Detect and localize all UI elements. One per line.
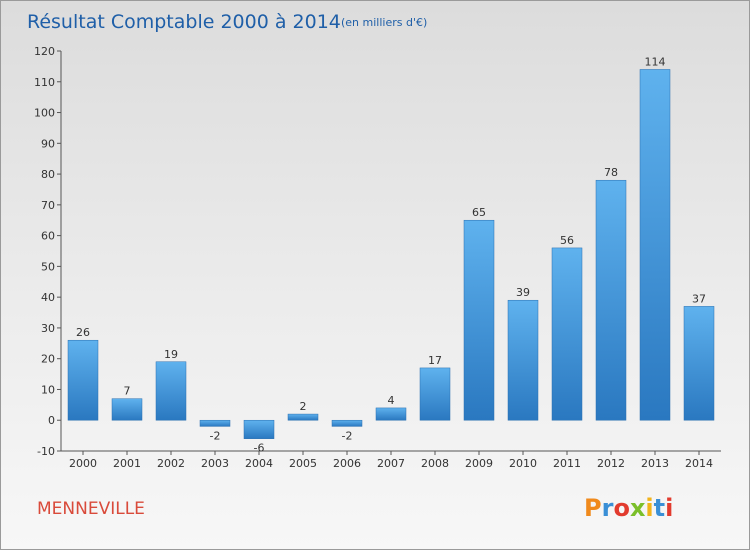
value-label: -6 (254, 442, 265, 455)
bar (67, 339, 99, 421)
y-tick-label: 0 (48, 414, 55, 427)
y-tick-label: 100 (34, 107, 55, 120)
bar (419, 367, 451, 421)
value-label: 2 (300, 400, 307, 413)
x-tick-label: 2005 (289, 457, 317, 470)
bars (67, 69, 715, 439)
value-label: -2 (342, 429, 353, 442)
y-tick-label: -10 (37, 445, 55, 458)
x-tick-label: 2010 (509, 457, 537, 470)
value-label: 37 (692, 292, 706, 305)
x-tick-label: 2007 (377, 457, 405, 470)
value-label: 26 (76, 326, 90, 339)
value-label: 17 (428, 354, 442, 367)
y-tick-label: 10 (41, 383, 55, 396)
x-tick-label: 2006 (333, 457, 361, 470)
bar (551, 247, 583, 421)
chart-subtitle: (en milliers d'€) (341, 16, 427, 29)
bar (331, 419, 363, 427)
axes: -10 0 10 20 30 40 50 60 70 80 90 100 110 120 2000 2001 2… (34, 45, 721, 470)
y-tick-label: 60 (41, 230, 55, 243)
value-label: 65 (472, 206, 486, 219)
y-tick-label: 120 (34, 45, 55, 58)
bar (463, 219, 495, 421)
x-tick-label: 2014 (685, 457, 713, 470)
city-name: MENNEVILLE (37, 499, 145, 519)
bar (155, 361, 187, 421)
bar (287, 413, 319, 421)
y-tick-label: 70 (41, 199, 55, 212)
value-label: 78 (604, 166, 618, 179)
bar (683, 306, 715, 421)
x-tick-label: 2000 (69, 457, 97, 470)
bar (243, 419, 275, 439)
value-label: 114 (645, 55, 666, 68)
x-tick-label: 2008 (421, 457, 449, 470)
y-tick-label: 20 (41, 353, 55, 366)
bar (199, 419, 231, 427)
bar (639, 69, 671, 421)
value-label: 56 (560, 234, 574, 247)
x-tick-label: 2012 (597, 457, 625, 470)
value-label: 39 (516, 286, 530, 299)
value-label: 19 (164, 348, 178, 361)
value-label: 4 (388, 394, 395, 407)
brand-logo: Proxiti (584, 494, 673, 522)
value-label: -2 (210, 429, 221, 442)
y-tick-label: 40 (41, 291, 55, 304)
y-tick-label: 50 (41, 260, 55, 273)
y-tick-label: 90 (41, 137, 55, 150)
x-tick-label: 2004 (245, 457, 273, 470)
y-tick-label: 110 (34, 76, 55, 89)
bar (507, 299, 539, 421)
x-tick-label: 2013 (641, 457, 669, 470)
x-tick-label: 2011 (553, 457, 581, 470)
x-tick-label: 2002 (157, 457, 185, 470)
y-tick-label: 30 (41, 322, 55, 335)
y-tick-label: 80 (41, 168, 55, 181)
value-labels: 26 7 19 -2 -6 2 -2 4 17 65 39 56 78 114 37 (76, 55, 706, 454)
bar (111, 398, 143, 421)
chart-title: Résultat Comptable 2000 à 2014 (27, 11, 341, 33)
value-label: 7 (124, 385, 131, 398)
x-tick-label: 2001 (113, 457, 141, 470)
bar (595, 179, 627, 421)
x-tick-label: 2003 (201, 457, 229, 470)
bar (375, 407, 407, 421)
x-tick-label: 2009 (465, 457, 493, 470)
